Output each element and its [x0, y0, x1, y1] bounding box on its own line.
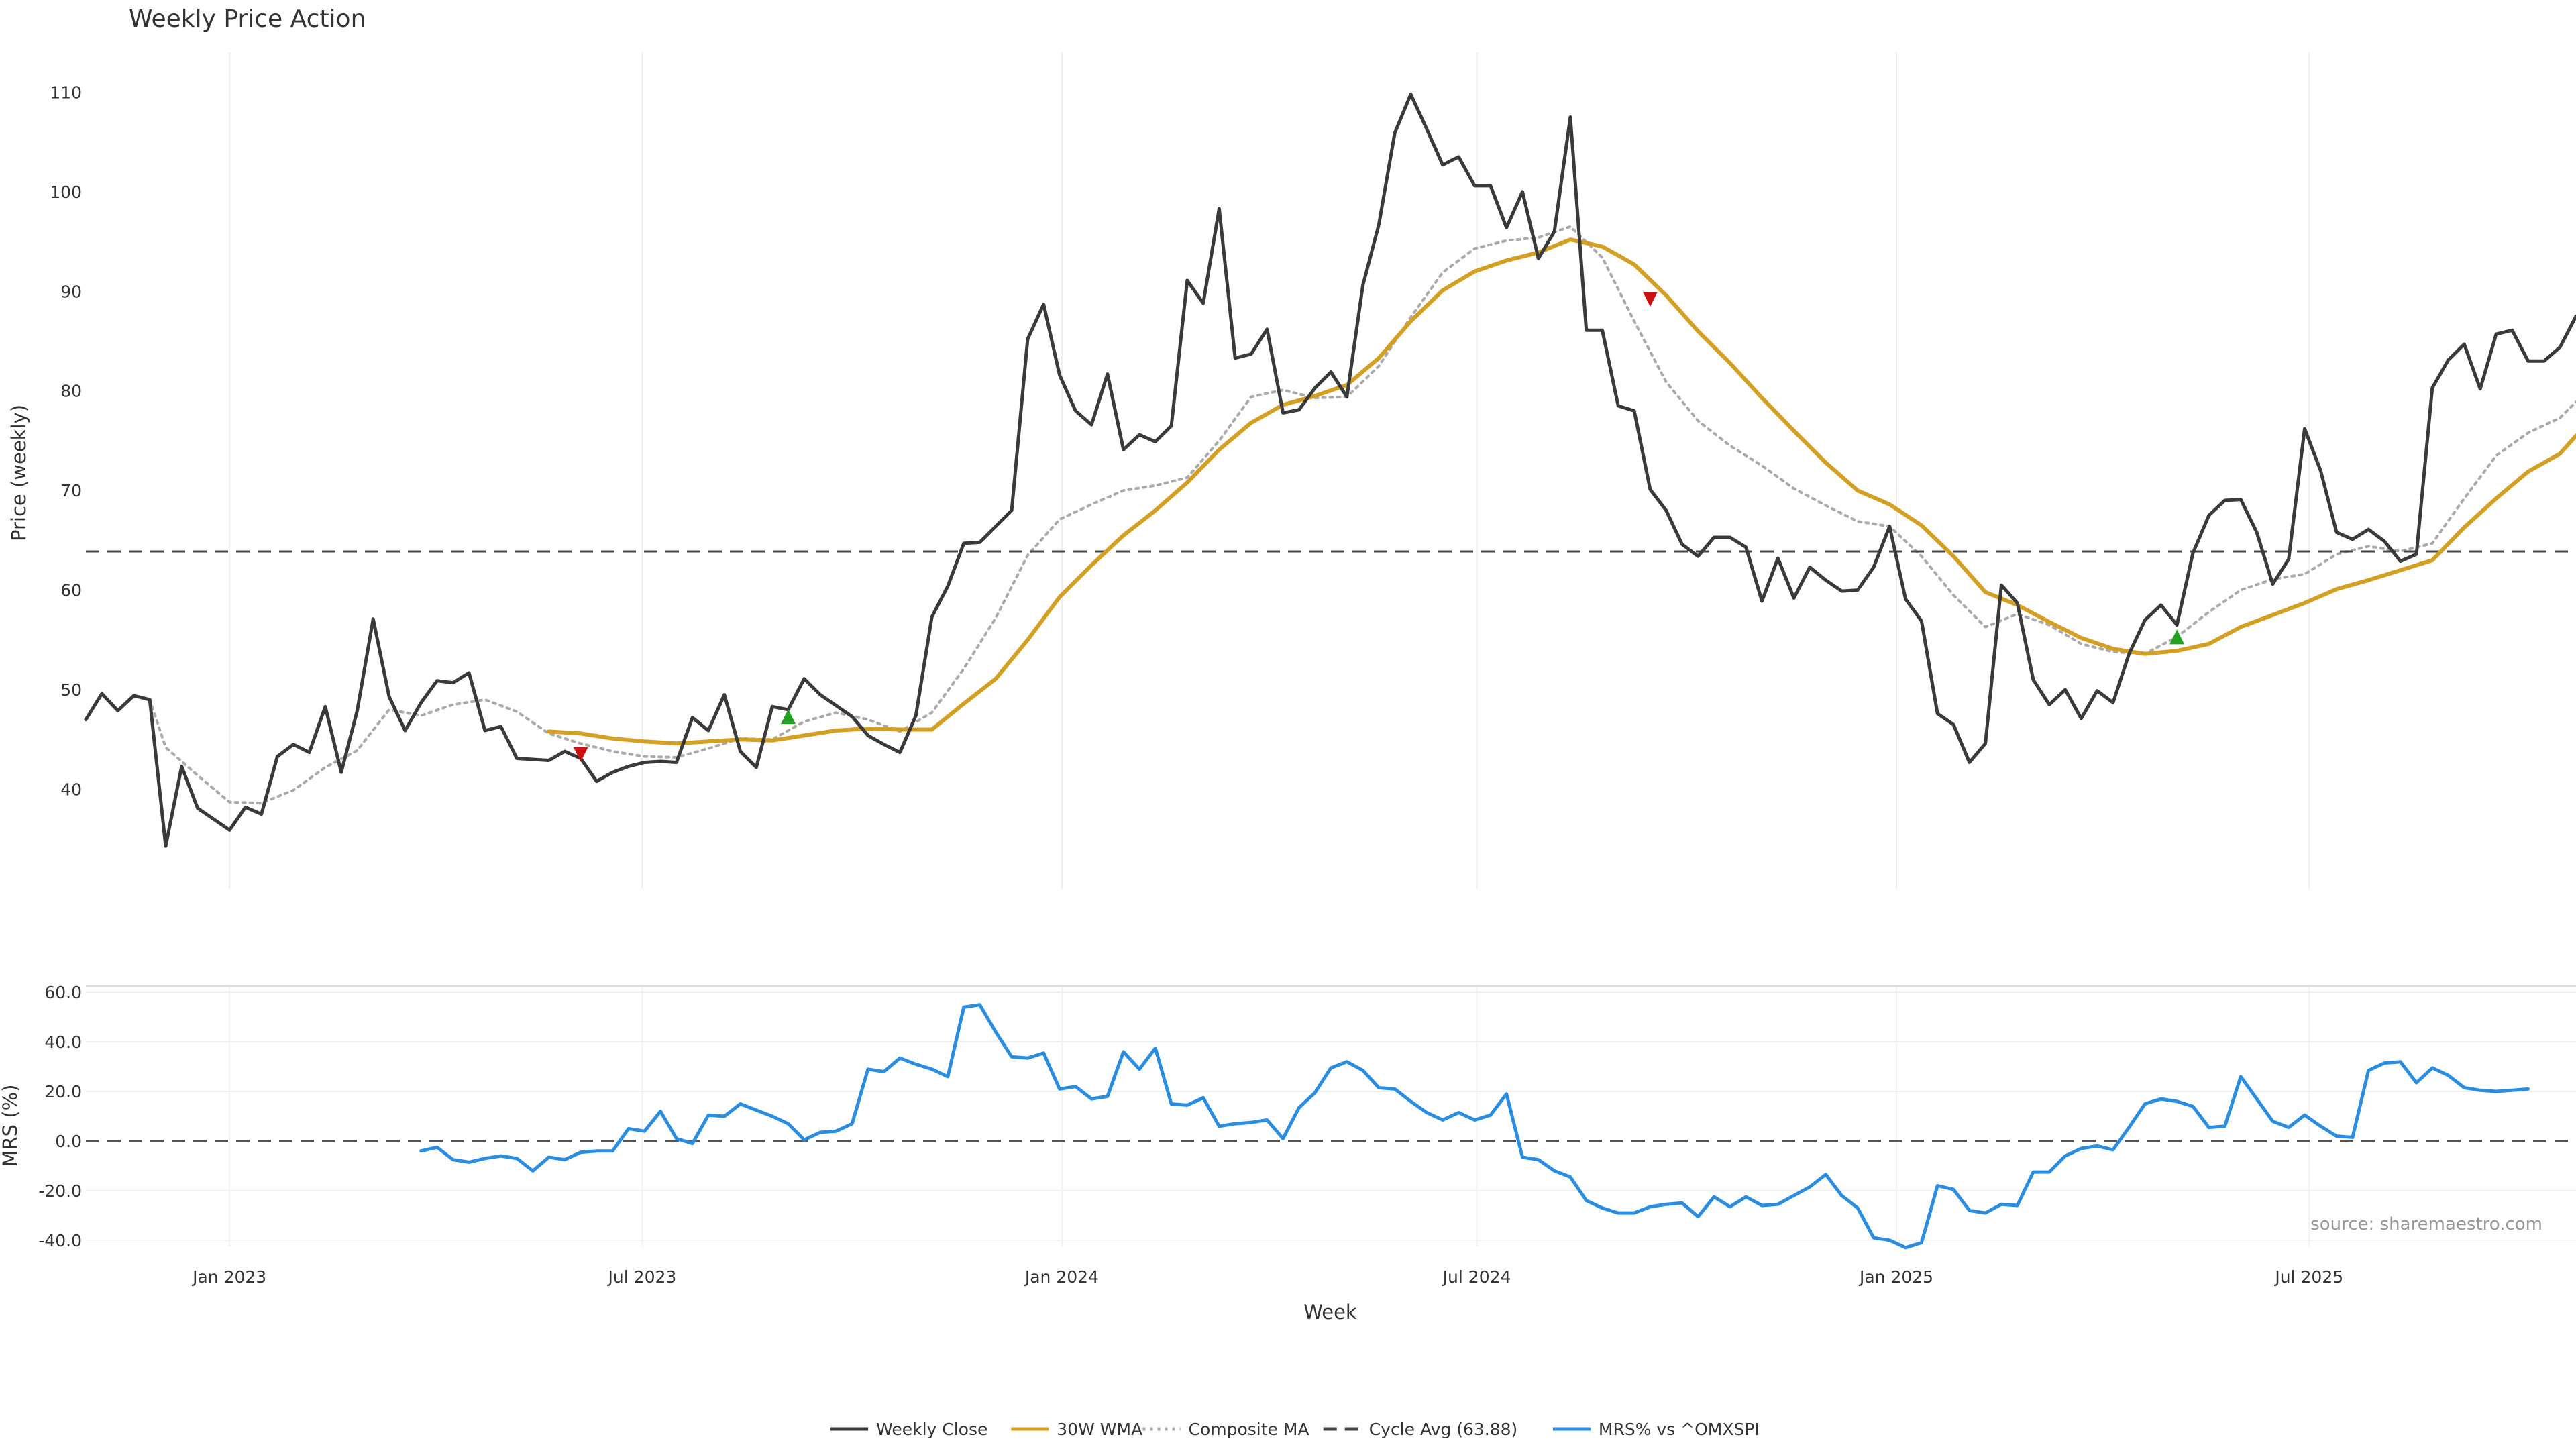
legend-label: Composite MA — [1189, 1419, 1309, 1439]
price-y-tick-label: 50 — [60, 680, 82, 700]
legend-label: Weekly Close — [876, 1419, 987, 1439]
buy-signal-marker — [2169, 629, 2185, 645]
x-tick-label: Jan 2025 — [1858, 1267, 1933, 1287]
price-y-tick-label: 70 — [60, 481, 82, 500]
mrs-y-tick-label: 60.0 — [44, 983, 82, 1002]
price-gridlines — [229, 52, 2310, 889]
x-tick-label: Jan 2023 — [191, 1267, 266, 1287]
mrs-gridlines — [86, 985, 2576, 1246]
sell-signal-marker — [1642, 292, 1658, 307]
x-tick-label: Jul 2023 — [607, 1267, 677, 1287]
composite-ma-line — [148, 225, 2576, 805]
mrs-vs-omxspi-line — [419, 1003, 2530, 1250]
price-y-axis-title: Price (weekly) — [7, 405, 30, 541]
price-y-tick-label: 110 — [50, 83, 82, 102]
mrs-y-tick-label: 40.0 — [44, 1032, 82, 1052]
x-tick-label: Jan 2024 — [1024, 1267, 1099, 1287]
price-y-tick-label: 60 — [60, 581, 82, 600]
price-y-tick-label: 100 — [50, 182, 82, 202]
weekly-close-line — [84, 92, 2576, 848]
mrs-y-tick-label: 0.0 — [55, 1132, 82, 1151]
mrs-panel: -40.0 -20.0 0.0 20.0 40.0 60.0 MRS (%) source… — [0, 983, 2576, 1250]
mrs-y-tick-label: -20.0 — [38, 1181, 82, 1201]
x-tick-labels: Jan 2023 Jul 2023 Jan 2024 Jul 2024 Jan 2025… — [191, 1267, 2343, 1287]
legend-label: 30W WMA — [1057, 1419, 1142, 1439]
source-note: source: sharemaestro.com — [2310, 1214, 2542, 1234]
price-panel: 40 50 60 70 80 90 100 110 Price (weekly) — [7, 52, 2576, 889]
price-y-tick-label: 40 — [60, 780, 82, 800]
mrs-series-line — [419, 1003, 2530, 1250]
x-tick-label: Jul 2025 — [2273, 1267, 2343, 1287]
mrs-y-tick-labels: -40.0 -20.0 0.0 20.0 40.0 60.0 — [38, 983, 82, 1250]
legend-label: MRS% vs ^OMXSPI — [1599, 1419, 1760, 1439]
mrs-y-tick-label: 20.0 — [44, 1082, 82, 1102]
price-y-tick-labels: 40 50 60 70 80 90 100 110 — [50, 83, 82, 799]
x-axis-title: Week — [1303, 1301, 1357, 1324]
legend-label: Cycle Avg (63.88) — [1369, 1419, 1518, 1439]
buy-signal-marker — [780, 709, 796, 724]
30w-wma-line — [547, 237, 2576, 746]
signal-markers — [573, 292, 2185, 762]
price-y-tick-label: 80 — [60, 382, 82, 401]
legend: Weekly Close 30W WMA Composite MA Cycle Avg… — [830, 1419, 1760, 1439]
price-y-tick-label: 90 — [60, 282, 82, 301]
mrs-y-axis-title: MRS (%) — [0, 1085, 21, 1167]
chart-title: Weekly Price Action — [129, 5, 366, 33]
mrs-y-tick-label: -40.0 — [38, 1231, 82, 1250]
x-tick-label: Jul 2024 — [1442, 1267, 1511, 1287]
price-series-lines — [84, 92, 2576, 848]
sell-signal-marker — [573, 747, 588, 762]
